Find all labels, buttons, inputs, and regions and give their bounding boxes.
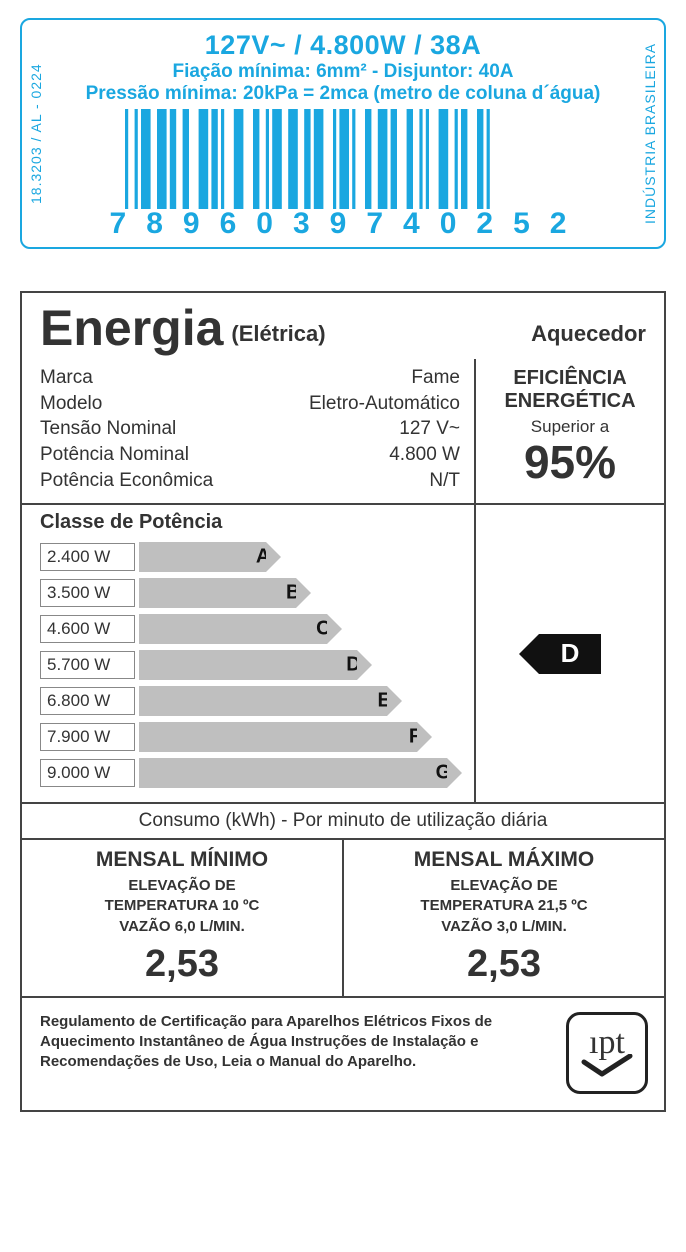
power-class-bar-wrap: G (139, 758, 474, 788)
consumo-min-title: MENSAL MÍNIMO (28, 848, 336, 872)
power-class-row: 7.900 WF (40, 720, 474, 754)
spec-row: Tensão Nominal 127 V~ (40, 416, 460, 442)
barcode-panel: 18.3203 / AL - 0224 INDÚSTRIA BRASILEIRA… (20, 18, 666, 249)
power-class-letter: G (436, 762, 452, 785)
barcode-side-right: INDÚSTRIA BRASILEIRA (638, 20, 662, 247)
power-class-row: 2.400 WA (40, 540, 474, 574)
spec-row: Marca Fame (40, 365, 460, 391)
consumo-min: MENSAL MÍNIMO ELEVAÇÃO DE TEMPERATURA 10… (22, 840, 342, 996)
power-class-row: 6.800 WE (40, 684, 474, 718)
power-class-bar-wrap: D (139, 650, 474, 680)
barcode-svg (113, 109, 573, 209)
power-class-watt: 7.900 W (40, 723, 135, 751)
power-class-letter: C (316, 618, 330, 641)
power-class-bar: E (139, 686, 387, 716)
power-class-bar: A (139, 542, 266, 572)
spec-label: Potência Nominal (40, 442, 189, 468)
power-class-watt: 3.500 W (40, 579, 135, 607)
power-class-chart: Classe de Potência 2.400 WA3.500 WB4.600… (22, 505, 474, 802)
power-class-letter: D (346, 654, 360, 677)
spec-row: Potência Nominal 4.800 W (40, 442, 460, 468)
consumo-max-value: 2,53 (350, 943, 658, 986)
energy-subtitle: (Elétrica) (231, 321, 325, 353)
barcode-spec-line2: Fiação mínima: 6mm² - Disjuntor: 40A (52, 61, 634, 83)
spec-row: Modelo Eletro-Automático (40, 391, 460, 417)
power-class-bar: D (139, 650, 357, 680)
power-class-pointer: D (539, 634, 602, 674)
power-class-watt: 5.700 W (40, 651, 135, 679)
consumo-min-value: 2,53 (28, 943, 336, 986)
consumo-min-d3: VAZÃO 6,0 L/MIN. (119, 918, 245, 935)
power-class-pointer-col: D (474, 505, 664, 802)
power-class-title: Classe de Potência (40, 511, 474, 534)
energy-product: Aquecedor (531, 321, 646, 353)
consumo-header: Consumo (kWh) - Por minuto de utilização… (22, 804, 664, 840)
spec-value: N/T (429, 468, 460, 494)
power-class-bar-wrap: B (139, 578, 474, 608)
power-class-rows: 2.400 WA3.500 WB4.600 WC5.700 WD6.800 WE… (40, 540, 474, 790)
ipt-check-icon (580, 1054, 634, 1078)
spec-value: 4.800 W (389, 442, 460, 468)
power-class-bar-wrap: E (139, 686, 474, 716)
consumo-max: MENSAL MÁXIMO ELEVAÇÃO DE TEMPERATURA 21… (342, 840, 664, 996)
power-class-watt: 9.000 W (40, 759, 135, 787)
power-class-watt: 6.800 W (40, 687, 135, 715)
power-class-bar: C (139, 614, 327, 644)
power-class-letter: B (286, 582, 300, 605)
power-class-bar: F (139, 722, 417, 752)
power-class-bar: G (139, 758, 447, 788)
energy-top-row: MarcaFameModeloEletro-AutomáticoTensão N… (22, 359, 664, 505)
consumo-max-title: MENSAL MÁXIMO (350, 848, 658, 872)
barcode-spec-line3: Pressão mínima: 20kPa = 2mca (metro de c… (52, 83, 634, 105)
spec-label: Potência Econômica (40, 468, 213, 494)
power-class-row: 4.600 W C (40, 612, 474, 646)
power-class-bar-wrap: F (139, 722, 474, 752)
energy-title: Energia (40, 303, 223, 353)
power-class-letter: F (409, 726, 421, 749)
barcode-side-left: 18.3203 / AL - 0224 (24, 20, 48, 247)
power-class-selected-letter: D (561, 638, 580, 669)
barcode-digits: 7896039740252 (52, 207, 634, 241)
energy-label: Energia (Elétrica) Aquecedor MarcaFameMo… (20, 291, 666, 1112)
efficiency-line3: Superior a (482, 417, 658, 437)
footer-text: Regulamento de Certificação para Aparelh… (40, 1012, 552, 1073)
consumo-min-detail: ELEVAÇÃO DE TEMPERATURA 10 ºC VAZÃO 6,0 … (28, 876, 336, 937)
efficiency-line1: EFICIÊNCIA (482, 367, 658, 390)
power-class-watt: 4.600 W (40, 615, 135, 643)
consumo-columns: MENSAL MÍNIMO ELEVAÇÃO DE TEMPERATURA 10… (22, 840, 664, 998)
power-class-section: Classe de Potência 2.400 WA3.500 WB4.600… (22, 505, 664, 804)
energy-footer: Regulamento de Certificação para Aparelh… (22, 998, 664, 1110)
efficiency-box: EFICIÊNCIA ENERGÉTICA Superior a 95% (474, 359, 664, 503)
spec-label: Marca (40, 365, 93, 391)
power-class-row: 5.700 W D (40, 648, 474, 682)
barcode-spec-line1: 127V~ / 4.800W / 38A (52, 30, 634, 61)
spec-value: Fame (411, 365, 460, 391)
consumo-min-d1: ELEVAÇÃO DE (128, 877, 235, 894)
power-class-bar: B (139, 578, 296, 608)
consumo-max-detail: ELEVAÇÃO DE TEMPERATURA 21,5 ºC VAZÃO 3,… (350, 876, 658, 937)
power-class-bar-wrap: C (139, 614, 474, 644)
ipt-badge: ıpt (566, 1012, 648, 1094)
spec-label: Modelo (40, 391, 102, 417)
power-class-letter: A (256, 546, 270, 569)
consumo-max-d1: ELEVAÇÃO DE (450, 877, 557, 894)
spec-row: Potência Econômica N/T (40, 468, 460, 494)
consumo-min-d2: TEMPERATURA 10 ºC (105, 897, 260, 914)
power-class-watt: 2.400 W (40, 543, 135, 571)
spec-table: MarcaFameModeloEletro-AutomáticoTensão N… (22, 359, 474, 503)
spec-value: Eletro-Automático (309, 391, 460, 417)
power-class-row: 3.500 WB (40, 576, 474, 610)
power-class-letter: E (378, 690, 391, 713)
spec-label: Tensão Nominal (40, 416, 176, 442)
power-class-row: 9.000 WG (40, 756, 474, 790)
energy-header: Energia (Elétrica) Aquecedor (22, 293, 664, 359)
consumo-max-d2: TEMPERATURA 21,5 ºC (420, 897, 587, 914)
consumo-max-d3: VAZÃO 3,0 L/MIN. (441, 918, 567, 935)
efficiency-line2: ENERGÉTICA (482, 390, 658, 413)
power-class-bar-wrap: A (139, 542, 474, 572)
spec-value: 127 V~ (399, 416, 460, 442)
efficiency-pct: 95% (482, 439, 658, 485)
